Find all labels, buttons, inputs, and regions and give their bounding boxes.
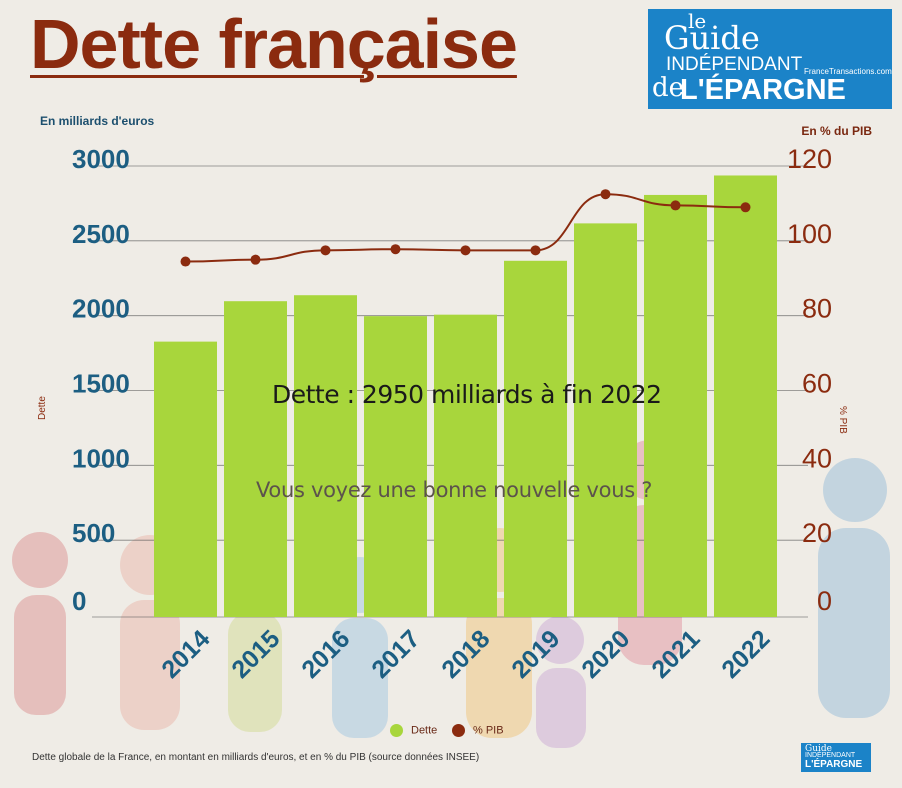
page-title: Dette française xyxy=(30,5,518,83)
bar-2018 xyxy=(434,314,497,617)
x-tick-label: 2017 xyxy=(366,625,425,684)
x-tick-label: 2016 xyxy=(296,625,355,684)
logo-site: FranceTransactions.com xyxy=(804,67,892,76)
x-tick-label: 2022 xyxy=(716,625,775,684)
legend-label-dette: Dette xyxy=(411,724,438,737)
legend-item-pib: % PIB xyxy=(452,724,504,737)
legend-item-dette: Dette xyxy=(390,724,437,737)
y2-tick-label: 120 xyxy=(787,144,832,174)
y-tick-label: 3000 xyxy=(72,144,130,174)
small-logo-epargne: L'ÉPARGNE xyxy=(805,759,863,770)
legend-swatch-pib xyxy=(452,724,465,737)
line-point-2021 xyxy=(670,200,681,211)
x-tick-label: 2020 xyxy=(576,625,635,684)
left-axis-title: Dette xyxy=(37,396,48,420)
y-tick-label: 0 xyxy=(72,586,86,616)
y2-tick-label: 60 xyxy=(802,369,832,399)
line-point-2017 xyxy=(390,244,401,255)
brand-logo[interactable]: le Guide FranceTransactions.com INDÉPEND… xyxy=(648,9,892,109)
line-series-pib xyxy=(185,193,746,263)
small-logo-guide: Guide xyxy=(805,744,832,754)
bar-2015 xyxy=(224,301,287,617)
line-point-2019 xyxy=(530,245,541,256)
bar-2017 xyxy=(364,316,427,617)
y-tick-label: 500 xyxy=(72,518,115,548)
x-tick-label: 2021 xyxy=(646,625,705,684)
logo-text-le: le xyxy=(688,9,707,33)
small-logo-independant: INDÉPENDANT xyxy=(805,752,856,759)
line-point-2015 xyxy=(250,254,261,265)
line-point-2014 xyxy=(180,256,191,267)
x-tick-label: 2018 xyxy=(436,625,495,684)
logo-text-independant: INDÉPENDANT xyxy=(666,54,803,75)
bar-2019 xyxy=(504,260,567,617)
annotation-sub: Vous voyez une bonne nouvelle vous ? xyxy=(256,478,653,502)
y-tick-label: 1500 xyxy=(72,369,130,399)
x-tick-label: 2014 xyxy=(156,625,215,684)
y2-tick-label: 0 xyxy=(817,586,832,616)
bar-2014 xyxy=(154,341,217,617)
legend-label-pib: % PIB xyxy=(473,724,504,737)
logo-text-de: de xyxy=(652,73,685,103)
y-tick-label: 1000 xyxy=(72,443,130,473)
bar-2016 xyxy=(294,295,357,617)
brand-logo-small[interactable]: Guide INDÉPENDANT L'ÉPARGNE xyxy=(801,743,871,772)
x-tick-label: 2015 xyxy=(226,625,285,684)
right-axis-title: % PIB xyxy=(837,406,848,434)
line-point-2016 xyxy=(320,245,331,256)
y2-tick-label: 40 xyxy=(802,443,832,473)
bar-2021 xyxy=(644,194,707,617)
y-tick-label: 2500 xyxy=(72,219,130,249)
bar-2020 xyxy=(574,223,637,618)
legend-swatch-dette xyxy=(390,724,403,737)
y-tick-label: 2000 xyxy=(72,294,130,324)
line-point-2020 xyxy=(600,189,611,200)
y2-tick-label: 20 xyxy=(802,518,832,548)
logo-text-guide: Guide xyxy=(664,19,760,57)
y2-tick-label: 100 xyxy=(787,219,832,249)
bar-2022 xyxy=(714,175,777,617)
line-point-2018 xyxy=(460,245,471,256)
logo-text-epargne: L'ÉPARGNE xyxy=(680,74,846,106)
y2-tick-label: 80 xyxy=(802,294,832,324)
source-caption: Dette globale de la France, en montant e… xyxy=(32,752,480,763)
right-axis-unit: En % du PIB xyxy=(801,124,872,138)
x-tick-label: 2019 xyxy=(506,625,565,684)
line-point-2022 xyxy=(740,202,751,213)
left-axis-unit: En milliards d'euros xyxy=(40,114,155,128)
annotation-main: Dette : 2950 milliards à fin 2022 xyxy=(272,380,662,409)
